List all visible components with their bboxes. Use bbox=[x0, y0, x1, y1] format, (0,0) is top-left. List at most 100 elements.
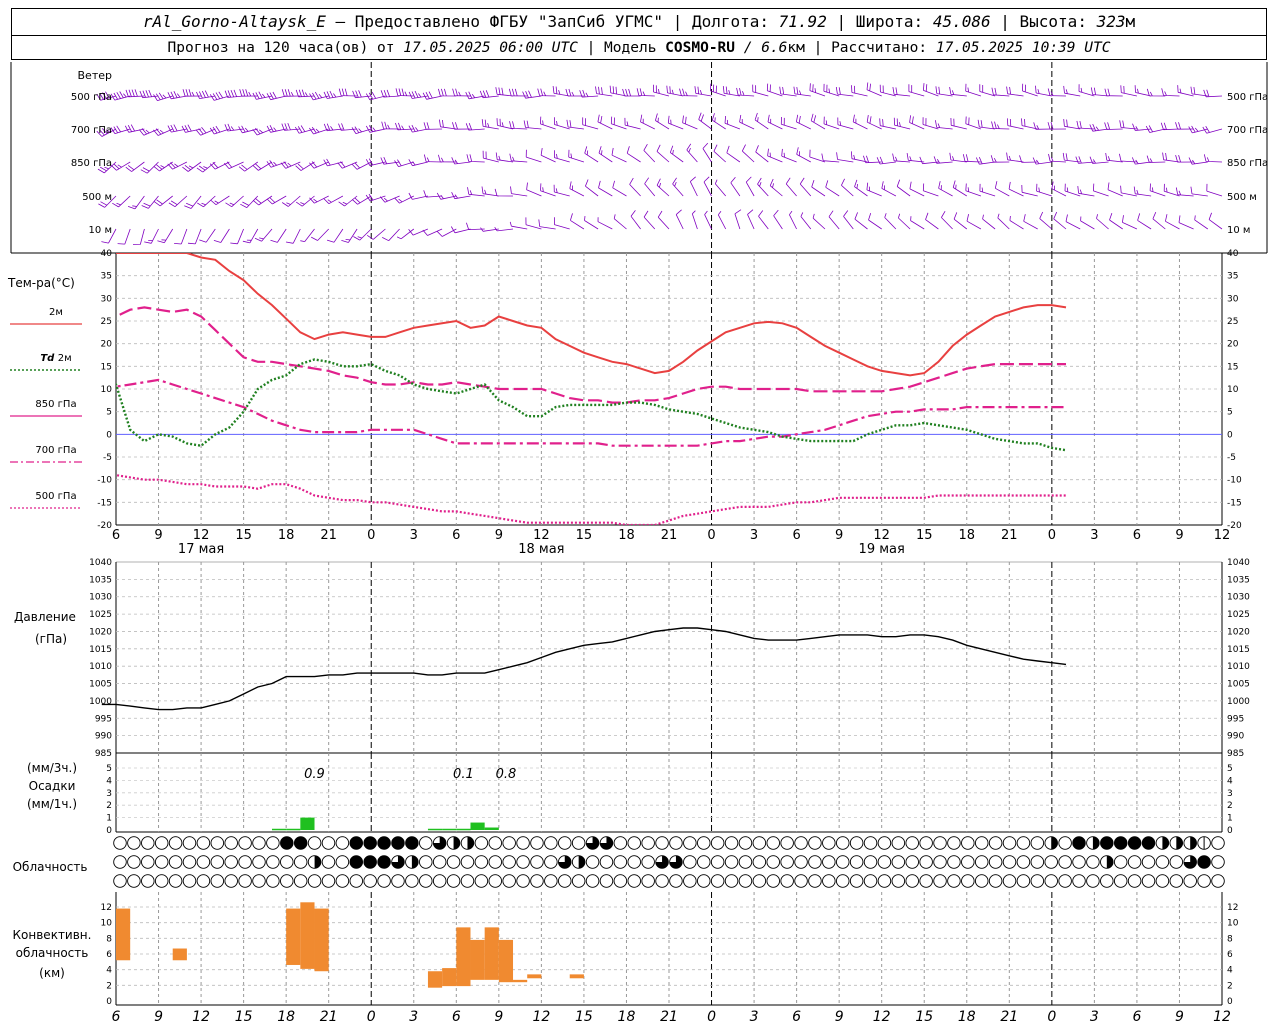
wind-barb bbox=[1035, 85, 1052, 97]
cloud-circle bbox=[599, 874, 614, 888]
wind-barb bbox=[238, 125, 258, 134]
cloud-symbol bbox=[599, 836, 614, 850]
cloud-circle bbox=[683, 836, 697, 850]
cloud-symbol bbox=[363, 874, 377, 888]
wind-barb bbox=[351, 195, 372, 205]
cloud-symbol bbox=[488, 874, 503, 888]
cloud-circle bbox=[307, 836, 322, 850]
cloud-circle bbox=[1016, 836, 1031, 850]
cloud-symbol bbox=[822, 836, 836, 850]
wind-barb bbox=[1022, 83, 1038, 97]
cloud-symbol bbox=[599, 874, 614, 888]
pressure-tick-label-left: 1020 bbox=[89, 627, 112, 637]
cloud-symbol bbox=[974, 874, 989, 888]
wind-barb bbox=[656, 178, 670, 197]
wind-barb bbox=[609, 85, 627, 97]
temp-tick-label-right: 5 bbox=[1227, 408, 1233, 418]
longitude-label: | Долгота: bbox=[672, 12, 770, 31]
cloud-symbol bbox=[585, 836, 600, 850]
cloud-circle bbox=[961, 836, 975, 850]
wind-barb bbox=[922, 117, 939, 130]
cloud-circle bbox=[280, 855, 294, 869]
cloud-title: Облачность bbox=[13, 860, 88, 874]
temp-tick-label-right: -20 bbox=[1227, 521, 1242, 531]
wind-barb bbox=[182, 161, 202, 172]
data-marks bbox=[96, 82, 1225, 988]
cloud-circle bbox=[224, 855, 238, 869]
cloud-symbol bbox=[752, 874, 767, 888]
cloud-half bbox=[1176, 836, 1183, 850]
cloud-circle bbox=[113, 874, 127, 888]
wind-barb bbox=[266, 91, 287, 101]
cloud-symbol bbox=[349, 836, 364, 850]
cloud-circle bbox=[974, 855, 989, 869]
station-name: rAl_Gorno-Altaysk_E bbox=[142, 12, 326, 31]
longitude-value: 71.92 bbox=[778, 12, 827, 31]
cloud-symbol bbox=[335, 855, 350, 869]
cloud-symbol bbox=[947, 836, 961, 850]
cloud-circle bbox=[724, 855, 739, 869]
temp-legend-label: Td 2м bbox=[40, 353, 71, 364]
cloud-symbol bbox=[933, 874, 947, 888]
wind-barb bbox=[353, 228, 372, 241]
wind-barb bbox=[141, 195, 159, 209]
wind-barb bbox=[110, 161, 131, 171]
precip-bar bbox=[271, 828, 287, 831]
pressure-line bbox=[101, 627, 1067, 711]
hour-tick-label: 15 bbox=[235, 528, 252, 543]
cloud-symbol bbox=[1030, 874, 1045, 888]
wind-barb bbox=[736, 87, 755, 97]
cloud-symbol bbox=[363, 836, 377, 850]
wind-barb bbox=[381, 121, 400, 130]
cloud-symbol bbox=[391, 874, 405, 888]
pressure-tick-label-left: 1035 bbox=[89, 575, 112, 585]
cloud-symbol bbox=[405, 836, 419, 850]
cloud-circle bbox=[349, 855, 364, 869]
cloud-symbol bbox=[113, 855, 127, 869]
cloud-symbol bbox=[947, 874, 961, 888]
cloud-circle bbox=[224, 874, 238, 888]
day-label: 18 мая bbox=[518, 542, 564, 557]
convective-tick-label-left: 8 bbox=[106, 934, 112, 944]
cloud-symbol bbox=[182, 836, 197, 850]
wind-barb bbox=[196, 90, 216, 99]
wind-barb bbox=[167, 161, 188, 170]
cloud-symbol bbox=[460, 874, 475, 888]
cloud-symbol bbox=[1100, 836, 1114, 850]
cloud-circle bbox=[947, 855, 961, 869]
wind-barb bbox=[1039, 211, 1053, 230]
wind-barb bbox=[1063, 119, 1081, 130]
temp-legend-label: 850 гПа bbox=[35, 399, 76, 410]
wind-barb bbox=[326, 228, 344, 243]
convective-bar bbox=[484, 927, 499, 980]
wind-barb bbox=[309, 91, 329, 101]
precip-bar bbox=[300, 817, 315, 830]
cloud-symbol bbox=[113, 874, 127, 888]
cloud-symbol bbox=[168, 836, 183, 850]
cloud-symbol bbox=[474, 836, 489, 850]
cloud-circle bbox=[196, 836, 211, 850]
cloud-symbol bbox=[266, 874, 280, 888]
cloud-circle bbox=[1183, 874, 1197, 888]
cloud-symbol bbox=[182, 874, 197, 888]
wind-barb bbox=[540, 183, 556, 197]
wind-barb bbox=[570, 213, 585, 230]
wind-barb bbox=[554, 217, 570, 230]
convective-bar bbox=[286, 908, 301, 965]
wind-barb bbox=[896, 179, 911, 197]
cloud-circle bbox=[1100, 874, 1114, 888]
cloud-circle bbox=[530, 855, 544, 869]
cloud-three-quarter bbox=[655, 855, 669, 869]
hour-tick-label: 9 bbox=[495, 528, 503, 543]
cloud-circle bbox=[863, 855, 878, 869]
cloud-symbol bbox=[349, 874, 364, 888]
wind-barb bbox=[789, 210, 797, 230]
hour-tick-label-bottom: 18 bbox=[277, 1009, 295, 1024]
cloud-circle bbox=[238, 836, 252, 850]
cloud-circle bbox=[613, 874, 628, 888]
cloud-circle bbox=[1155, 855, 1170, 869]
cloud-symbol bbox=[794, 836, 808, 850]
cloud-circle bbox=[1016, 874, 1031, 888]
cloud-symbol bbox=[794, 855, 808, 869]
hour-tick-label: 0 bbox=[1048, 528, 1056, 543]
